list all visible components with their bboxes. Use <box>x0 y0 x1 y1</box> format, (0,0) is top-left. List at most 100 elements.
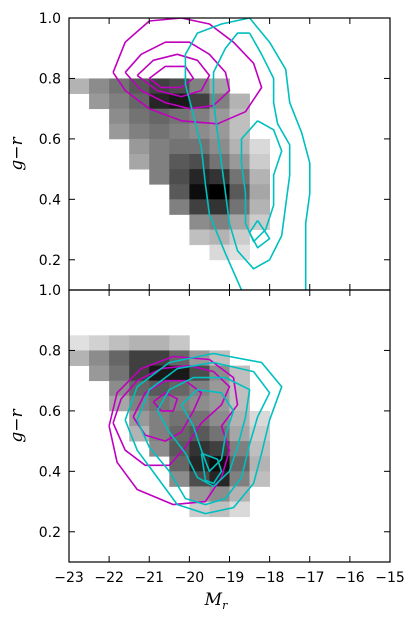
heatmap-bin <box>169 471 190 487</box>
contour-line <box>124 352 283 515</box>
y-tick-label: 0.2 <box>39 525 61 541</box>
heatmap-bin <box>189 229 210 246</box>
heatmap-bin <box>149 123 170 140</box>
heatmap-bin <box>209 93 230 110</box>
heatmap-bin <box>169 456 190 472</box>
heatmap-bin <box>69 350 90 366</box>
contour-line <box>108 355 239 506</box>
heatmap-bin <box>109 365 130 382</box>
heatmap-bin <box>209 229 230 246</box>
y-tick-label: 0.8 <box>39 343 61 359</box>
x-tick-label: −22 <box>94 570 124 586</box>
contour-line <box>112 18 263 125</box>
y-tick-label: 0.4 <box>39 464 61 480</box>
heatmap-bin <box>109 335 130 351</box>
heatmap-bin <box>229 441 250 457</box>
heatmap-bin <box>209 501 230 518</box>
heatmap-bin <box>169 199 190 215</box>
heatmap-bin <box>149 169 170 185</box>
heatmap-bin <box>189 199 210 215</box>
y-tick-label: 0.8 <box>39 71 61 87</box>
contours <box>108 352 283 515</box>
heatmap-bin <box>149 350 170 366</box>
y-tick-label: 0.2 <box>39 253 61 269</box>
heatmap-bin <box>209 154 230 170</box>
x-tick-label: −18 <box>255 570 285 586</box>
y-axis-label: g−r <box>7 137 27 171</box>
heatmap-bin <box>229 199 250 215</box>
heatmap-bin <box>209 395 230 412</box>
contour-line <box>212 32 291 270</box>
heatmap-bin <box>109 93 130 110</box>
y-tick-label: 0.6 <box>39 132 61 148</box>
heatmap-bin <box>149 395 170 412</box>
heatmap-bin <box>109 123 130 140</box>
heatmap-bin <box>89 78 110 94</box>
x-tick-label: −21 <box>134 570 164 586</box>
heatmap-bin <box>189 426 210 442</box>
heatmap-bin <box>189 154 210 170</box>
heatmap-bin <box>169 395 190 412</box>
heatmap-bin <box>129 154 150 170</box>
heatmap-bin <box>209 169 230 185</box>
y-tick-label: 0.4 <box>39 192 61 208</box>
heatmap-bin <box>249 184 271 200</box>
heatmap-bin <box>169 169 190 185</box>
heatmap-bin <box>189 138 210 155</box>
heatmap-bin <box>169 154 190 170</box>
heatmap-bin <box>189 184 210 200</box>
heatmap-bin <box>169 365 190 382</box>
heatmap-bin <box>209 199 230 215</box>
heatmap-bin <box>209 123 230 140</box>
y-axis-label: g−r <box>7 409 27 443</box>
heatmap-bin <box>229 169 250 185</box>
heatmap-bin <box>69 78 90 94</box>
contours <box>112 18 311 290</box>
heatmap-bin <box>209 108 230 125</box>
heatmap-bin <box>169 138 190 155</box>
heatmap-bin <box>89 365 110 382</box>
heatmap-bin <box>149 108 170 125</box>
heatmap-bin <box>249 169 271 185</box>
heatmap-bin <box>229 486 250 502</box>
heatmap-bin <box>209 244 230 261</box>
heatmap-bin <box>129 350 150 366</box>
x-tick-label: −15 <box>375 570 405 586</box>
x-tick-label: −20 <box>175 570 205 586</box>
heatmap-bin <box>189 441 210 457</box>
heatmap-bin <box>169 184 190 200</box>
heatmap-bin <box>249 456 271 472</box>
contour-line <box>132 379 203 442</box>
heatmap-bin <box>209 78 230 94</box>
contour-line <box>240 120 283 243</box>
heatmap-bin <box>229 410 250 427</box>
heatmap-bin <box>229 426 250 442</box>
heatmap-bin <box>169 410 190 427</box>
heatmap-bin <box>89 335 110 351</box>
heatmap-bin <box>189 123 210 140</box>
heatmap-bin <box>89 93 110 110</box>
contour-line <box>248 220 271 249</box>
heatmap-bin <box>229 138 250 155</box>
contour-line <box>148 65 195 89</box>
heatmap-bin <box>149 335 170 351</box>
contour-line <box>248 18 311 290</box>
heatmap-bin <box>229 501 250 518</box>
heatmap-bin <box>249 138 271 155</box>
x-tick-label: −19 <box>215 570 245 586</box>
x-tick-label: −16 <box>335 570 365 586</box>
heatmap-bin <box>129 335 150 351</box>
contour-line <box>156 376 251 488</box>
heatmap-bin <box>129 380 150 397</box>
heatmap-bin <box>149 154 170 170</box>
heatmap-bin <box>209 441 230 457</box>
contour-line <box>152 392 179 412</box>
heatmap-bin <box>189 214 210 230</box>
heatmap-bin <box>229 154 250 170</box>
heatmap-bin <box>169 335 190 351</box>
heatmap-bin <box>229 456 250 472</box>
heatmap-bin <box>69 335 90 351</box>
heatmap-bin <box>209 426 230 442</box>
heatmap-bin <box>189 169 210 185</box>
heatmap-bin <box>169 380 190 397</box>
